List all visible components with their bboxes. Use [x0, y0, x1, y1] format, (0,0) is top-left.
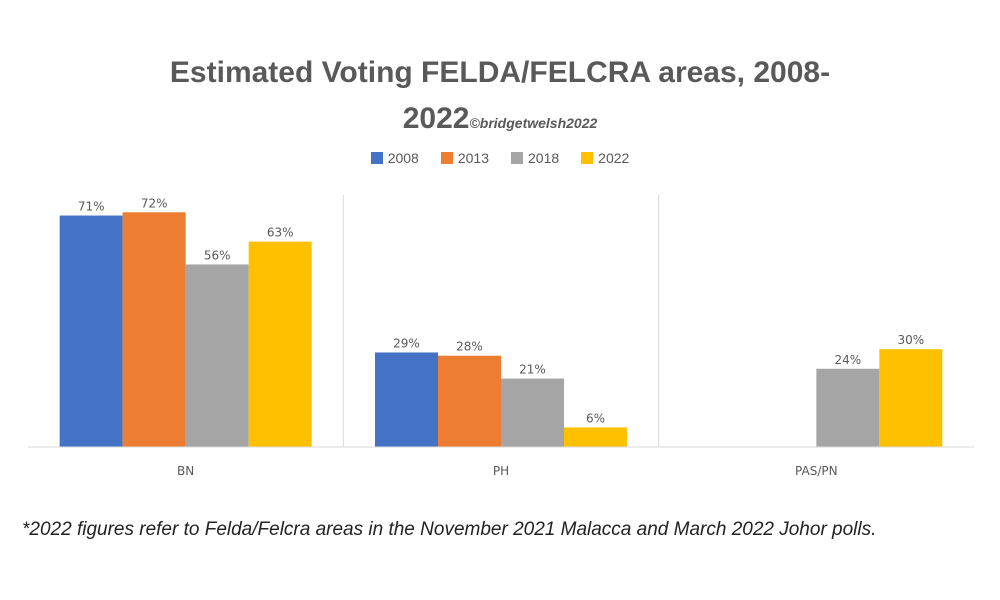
bar-pas-pn-2022: [879, 349, 943, 447]
data-label: 28%: [456, 340, 483, 354]
data-label: 21%: [519, 363, 546, 377]
chart-title-line1: Estimated Voting FELDA/FELCRA areas, 200…: [169, 56, 831, 89]
category-label: BN: [177, 464, 194, 478]
chart-legend: 2008 2013 2018 2022: [0, 150, 1000, 166]
data-label: 30%: [897, 333, 924, 347]
bar-bn-2018: [185, 264, 249, 447]
legend-item-2022: 2022: [581, 150, 629, 166]
data-label: 6%: [586, 411, 605, 425]
bar-bn-2008: [59, 215, 123, 447]
category-label: PAS/PN: [795, 464, 838, 478]
legend-item-2013: 2013: [440, 150, 489, 166]
legend-swatch: [370, 152, 383, 164]
chart-footnote: *2022 figures refer to Felda/Felcra area…: [22, 519, 877, 540]
legend-swatch: [440, 152, 453, 164]
legend-swatch: [581, 152, 594, 164]
legend-item-2008: 2008: [370, 150, 419, 166]
legend-swatch: [511, 152, 523, 164]
bar-ph-2013: [438, 355, 501, 447]
legend-label: 2013: [457, 150, 489, 166]
bar-ph-2018: [501, 378, 564, 447]
data-label: 63%: [267, 226, 294, 240]
bar-ph-2022: [564, 427, 627, 447]
legend-label: 2022: [598, 150, 630, 166]
legend-item-2018: 2018: [511, 150, 559, 166]
chart-title-line2: 2022©bridgetwelsh2022: [0, 96, 1000, 146]
chart-title-year: 2022: [402, 102, 470, 135]
category-label: PH: [493, 464, 509, 478]
data-label: 24%: [834, 353, 861, 367]
chart-title: Estimated Voting FELDA/FELCRA areas, 200…: [0, 50, 1000, 146]
data-label: 72%: [141, 196, 168, 210]
data-label: 71%: [78, 200, 105, 214]
data-label: 56%: [204, 248, 231, 262]
bar-bn-2013: [122, 212, 186, 447]
bar-ph-2008: [375, 352, 438, 447]
bar-bn-2022: [248, 241, 312, 447]
legend-label: 2008: [387, 150, 419, 166]
chart-credit: ©bridgetwelsh2022: [469, 115, 598, 131]
legend-label: 2018: [528, 150, 560, 166]
data-label: 29%: [393, 336, 420, 350]
bar-pas-pn-2018: [816, 368, 880, 447]
